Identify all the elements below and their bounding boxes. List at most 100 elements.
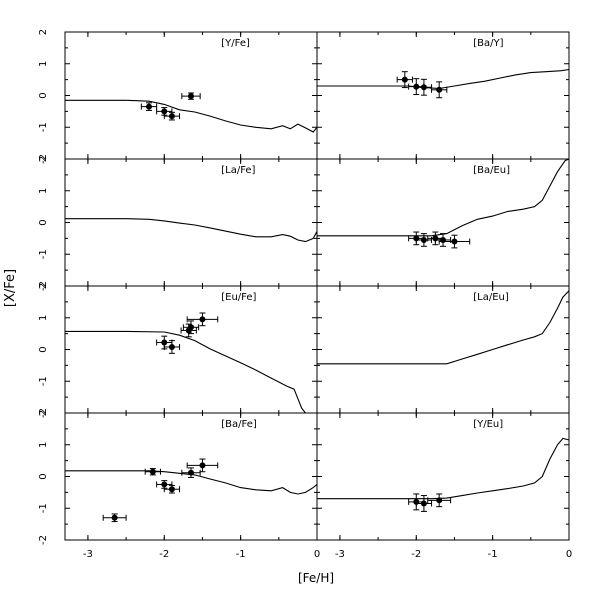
panel-bafe: -2 -1 0 1 2 [Ba/Fe] xyxy=(38,410,318,545)
y-tick-label: 2 xyxy=(38,410,49,416)
panels-group: -2 -1 0 1 2 [Y/Fe] [Ba/Y] -2 -1 0 1 2 [La/Fe] [Ba/Eu]… xyxy=(38,29,570,545)
model-line xyxy=(65,99,318,133)
model-line xyxy=(317,437,570,500)
x-tick-label: -1 xyxy=(488,549,498,560)
data-marker xyxy=(188,324,194,331)
panel-label: [Ba/Fe] xyxy=(221,419,257,430)
y-tick-label: 2 xyxy=(38,156,49,162)
panel-label: [Ba/Eu] xyxy=(473,165,510,176)
y-tick-label: -2 xyxy=(38,281,49,291)
data-point xyxy=(186,458,219,473)
data-marker xyxy=(149,468,156,475)
panel-baeu: [Ba/Eu] xyxy=(316,158,570,287)
data-point xyxy=(140,102,158,111)
data-point xyxy=(163,111,181,121)
data-marker xyxy=(168,343,175,350)
data-marker xyxy=(168,113,175,120)
data-point xyxy=(396,71,413,89)
data-point xyxy=(163,340,181,354)
y-tick-label: 2 xyxy=(38,29,49,35)
y-tick-label: -1 xyxy=(38,376,49,386)
data-marker xyxy=(420,236,427,243)
y-tick-label: -2 xyxy=(38,154,49,164)
data-point xyxy=(163,484,181,494)
data-marker xyxy=(451,238,458,245)
data-marker xyxy=(199,462,206,469)
y-tick-label: 0 xyxy=(38,92,49,98)
panel-yeu: [Y/Eu] xyxy=(316,412,570,541)
x-tick-label: -2 xyxy=(159,549,169,560)
panel-label: [Ba/Y] xyxy=(473,38,503,49)
model-line xyxy=(317,68,570,90)
x-tick-label: 0 xyxy=(314,549,320,560)
data-marker xyxy=(161,481,168,488)
data-point xyxy=(415,78,433,96)
data-marker xyxy=(436,86,443,93)
data-marker xyxy=(199,316,206,323)
panel-lafe: -2 -1 0 1 2 [La/Fe] xyxy=(38,156,318,291)
x-tick-label: -2 xyxy=(411,549,421,560)
data-point xyxy=(427,493,452,508)
data-point xyxy=(144,468,161,476)
data-point xyxy=(438,234,471,249)
panel-label: [Y/Eu] xyxy=(473,419,503,430)
data-point xyxy=(181,92,201,100)
y-tick-label: -2 xyxy=(38,408,49,418)
panel-eufe: -2 -1 0 1 2 [Eu/Fe] xyxy=(38,283,318,418)
y-tick-label: -1 xyxy=(38,122,49,132)
panel-label: [Eu/Fe] xyxy=(221,292,256,303)
y-axis-label: [X/Fe] xyxy=(3,269,18,307)
data-point xyxy=(102,513,127,523)
panel-frame xyxy=(316,31,570,160)
data-point xyxy=(415,495,433,512)
data-marker xyxy=(188,469,194,476)
panel-yfe: -2 -1 0 1 2 [Y/Fe] xyxy=(38,29,318,164)
data-marker xyxy=(420,84,427,91)
panel-frame xyxy=(316,285,570,414)
data-point xyxy=(186,312,219,327)
y-tick-label: 1 xyxy=(38,442,49,448)
model-line xyxy=(317,290,570,365)
data-marker xyxy=(420,500,427,507)
data-marker xyxy=(111,514,118,521)
y-tick-label: -2 xyxy=(38,535,49,545)
data-point xyxy=(181,467,201,478)
x-tick-label: 0 xyxy=(566,549,572,560)
panel-bay: [Ba/Y] xyxy=(316,31,570,160)
y-tick-label: 1 xyxy=(38,315,49,321)
panel-frame xyxy=(64,285,318,414)
data-point xyxy=(415,233,433,247)
data-marker xyxy=(188,93,194,100)
y-tick-label: 2 xyxy=(38,283,49,289)
data-marker xyxy=(168,486,175,493)
data-marker xyxy=(440,236,446,243)
panel-frame xyxy=(316,158,570,287)
x-axis-label: [Fe/H] xyxy=(298,571,334,585)
y-tick-label: 0 xyxy=(38,346,49,352)
y-tick-label: 1 xyxy=(38,188,49,194)
model-line xyxy=(65,330,306,414)
data-marker xyxy=(146,103,152,110)
x-tick-label: -3 xyxy=(83,549,93,560)
data-marker xyxy=(436,497,443,504)
x-tick-label: -1 xyxy=(236,549,246,560)
panel-label: [La/Fe] xyxy=(221,165,255,176)
data-point xyxy=(431,81,448,99)
model-line xyxy=(317,158,570,237)
x-tick-label: -3 xyxy=(335,549,345,560)
y-tick-label: 0 xyxy=(38,473,49,479)
data-marker xyxy=(161,108,168,115)
x-axes-group: -3 -2 -1 0 -3 -2 -1 0 xyxy=(83,549,572,560)
data-marker xyxy=(401,76,408,83)
y-tick-label: -1 xyxy=(38,249,49,259)
panel-label: [La/Eu] xyxy=(473,292,509,303)
panel-frame xyxy=(64,158,318,287)
panel-frame xyxy=(316,412,570,541)
panel-label: [Y/Fe] xyxy=(221,38,250,49)
model-line xyxy=(65,218,318,243)
y-tick-label: 0 xyxy=(38,219,49,225)
panel-laeu: [La/Eu] xyxy=(316,285,570,414)
data-point xyxy=(182,320,200,335)
data-marker xyxy=(161,339,168,346)
